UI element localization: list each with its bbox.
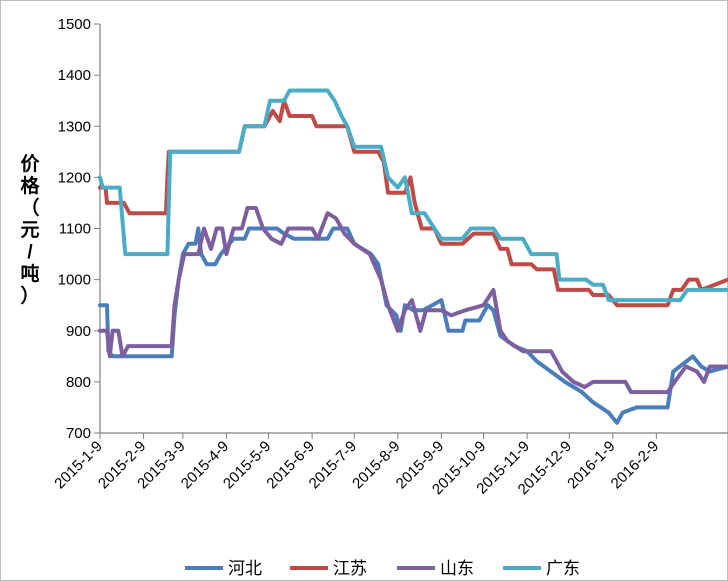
axes: 7008009001000110012001300140015002015-1-… bbox=[51, 16, 728, 498]
y-axis-label-text: 价格（元/吨） bbox=[20, 153, 40, 307]
y-tick-label: 800 bbox=[66, 374, 91, 391]
legend-label: 河北 bbox=[228, 559, 262, 578]
legend-item-3: 山东 bbox=[397, 559, 474, 578]
y-tick-label: 1000 bbox=[58, 272, 91, 289]
legend-item-4: 广东 bbox=[503, 559, 580, 578]
legend-label: 山东 bbox=[440, 559, 474, 578]
series-layer bbox=[98, 88, 728, 425]
y-tick-label: 900 bbox=[66, 323, 91, 340]
x-tick-label: 2016-2-9 bbox=[608, 438, 662, 492]
legend: 河北 江苏 山东 广东 bbox=[185, 559, 580, 578]
y-tick-label: 1400 bbox=[58, 67, 91, 84]
legend-item-2: 江苏 bbox=[290, 559, 367, 578]
legend-label: 广东 bbox=[546, 559, 580, 578]
y-tick-label: 1100 bbox=[59, 221, 91, 238]
legend-label: 江苏 bbox=[333, 559, 367, 578]
y-tick-label: 1300 bbox=[58, 118, 91, 135]
y-tick-label: 700 bbox=[66, 425, 91, 442]
series-line-4 bbox=[98, 88, 728, 303]
y-tick-label: 1500 bbox=[58, 16, 91, 33]
y-tick-label: 1200 bbox=[58, 169, 91, 186]
y-axis-label: 价格（元/吨） bbox=[20, 153, 40, 307]
legend-item-1: 河北 bbox=[185, 559, 262, 578]
series-line-3 bbox=[98, 206, 728, 395]
series-line-2 bbox=[98, 98, 728, 308]
